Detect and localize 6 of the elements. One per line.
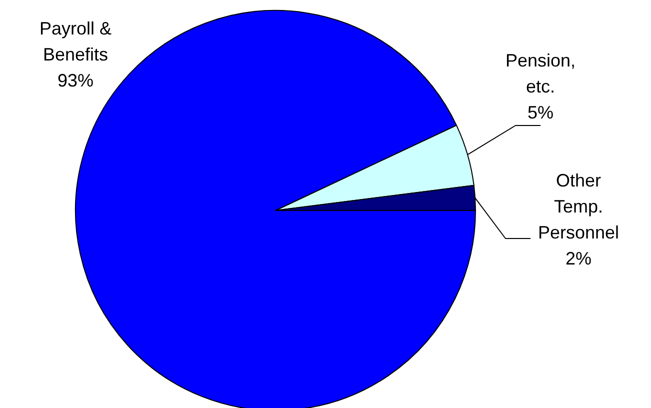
data-label: 93%: [57, 70, 94, 90]
data-label: 2%: [565, 248, 592, 268]
slice-label: Payroll & Benefits: [39, 18, 112, 64]
data-label: 5%: [527, 102, 554, 122]
slice-label: Pension, etc.: [505, 50, 576, 96]
slice-label: Other Temp. Personnel: [538, 170, 620, 242]
